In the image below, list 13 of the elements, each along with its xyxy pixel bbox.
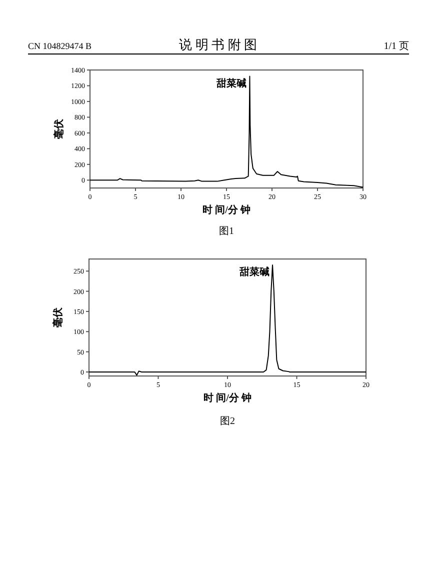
text: 说 明 书 附 图 <box>179 37 257 52</box>
x-axis-title: 时 间/分 钟 <box>204 392 252 404</box>
line-series <box>88 264 366 376</box>
x-axis-title: 时 间/分 钟 <box>202 204 250 216</box>
text: CN 104829474 B <box>28 41 92 51</box>
annotation: 甜菜碱 <box>216 77 247 90</box>
text: 1/1 页 <box>384 41 409 52</box>
caption: 图1 <box>219 226 234 237</box>
y-axis-title: 毫伏 <box>53 118 65 139</box>
y-axis-title: 毫伏 <box>52 306 64 328</box>
caption: 图2 <box>220 416 235 427</box>
annotation: 甜菜碱 <box>238 266 270 278</box>
line-series <box>90 76 364 188</box>
